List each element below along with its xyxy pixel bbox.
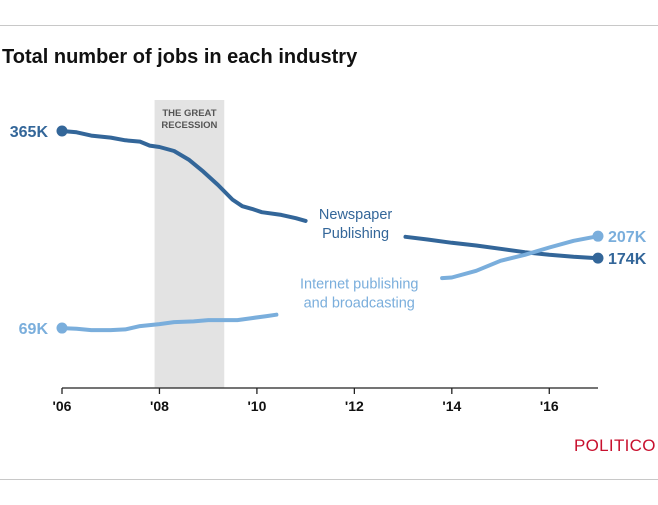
x-tick-label: '16 [540,398,559,414]
x-tick-label: '10 [247,398,266,414]
x-tick-label: '06 [53,398,72,414]
series-group [56,125,604,334]
recession-label-line2: RECESSION [161,120,217,131]
newspaper-end-value: 174K [608,251,647,268]
recession-band [154,100,225,388]
internet-line-segment [440,234,600,281]
bottom-divider [0,479,658,480]
x-axis: '06 '08 '10 '12 '14 '16 [53,387,598,414]
internet-end-value: 207K [608,229,647,246]
newspaper-series-label-line1: Newspaper [319,207,393,223]
internet-series-label-line1: Internet publishing [300,276,419,292]
top-divider [0,25,658,26]
internet-start-point [56,322,68,334]
recession-label-line1: THE GREAT [162,108,216,119]
internet-series-label-line2: and broadcasting [304,295,415,311]
chart-title: Total number of jobs in each industry [2,46,358,68]
newspaper-line-segment [403,234,600,261]
x-tick-label: '12 [345,398,364,414]
x-tick-label: '14 [442,398,461,414]
internet-line-segment [60,312,279,333]
politico-logo: POLITICO [574,436,656,455]
x-tick-label: '08 [150,398,169,414]
internet-end-point [592,230,604,242]
newspaper-series-label-line2: Publishing [322,226,389,242]
newspaper-start-value: 365K [10,124,49,141]
label-group: 365K 174K Newspaper Publishing 69K 207K Intern… [10,124,647,338]
newspaper-start-point [56,125,68,137]
newspaper-end-point [592,252,604,264]
internet-start-value: 69K [19,321,49,338]
newspaper-line-segment [60,129,308,223]
